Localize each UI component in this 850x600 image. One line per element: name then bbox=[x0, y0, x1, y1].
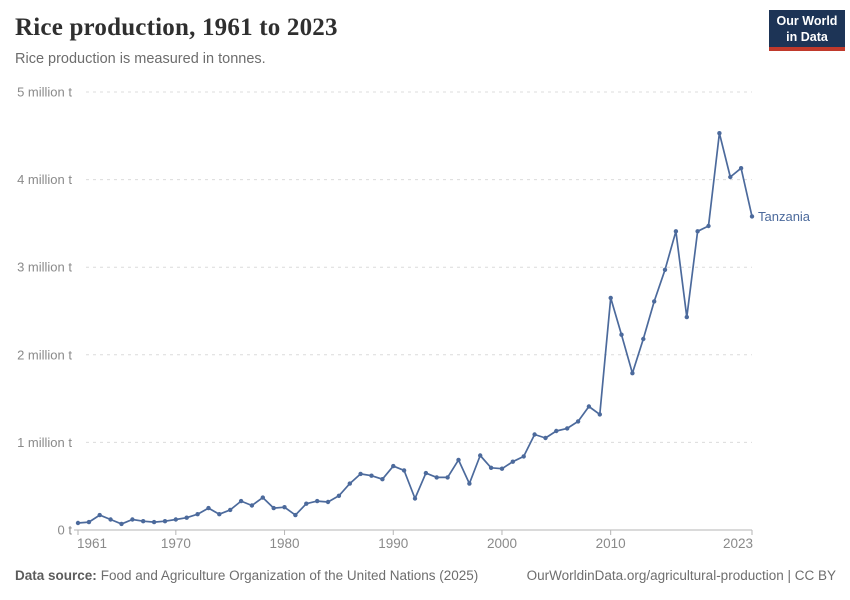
data-point bbox=[151, 519, 157, 525]
data-point bbox=[652, 299, 657, 304]
series-end-label-tanzania: Tanzania bbox=[758, 209, 811, 224]
data-point bbox=[728, 174, 733, 180]
data-point bbox=[575, 419, 581, 424]
data-point bbox=[532, 432, 537, 437]
x-tick-label: 2000 bbox=[487, 536, 517, 551]
data-point bbox=[706, 223, 711, 229]
data-point bbox=[206, 505, 211, 511]
data-point bbox=[336, 493, 342, 498]
data-point bbox=[97, 512, 102, 518]
x-tick-label: 1990 bbox=[378, 536, 408, 551]
series-line-tanzania bbox=[77, 132, 753, 525]
data-point bbox=[238, 498, 244, 504]
data-point bbox=[380, 477, 385, 482]
data-point bbox=[347, 481, 352, 486]
data-point bbox=[695, 229, 700, 234]
data-point bbox=[293, 512, 298, 518]
data-point bbox=[478, 453, 483, 458]
data-point bbox=[412, 496, 418, 501]
y-tick-label: 0 t bbox=[58, 523, 73, 538]
data-point bbox=[456, 457, 461, 463]
data-point bbox=[662, 267, 668, 272]
data-point bbox=[608, 295, 613, 301]
data-point bbox=[184, 515, 189, 520]
data-point bbox=[260, 495, 265, 500]
data-point bbox=[673, 229, 679, 234]
data-point bbox=[315, 498, 320, 504]
data-point bbox=[401, 468, 407, 473]
data-point bbox=[358, 471, 363, 477]
data-point bbox=[684, 314, 689, 320]
x-tick-label: 1970 bbox=[161, 536, 191, 551]
data-point bbox=[630, 371, 635, 376]
data-point bbox=[282, 505, 287, 510]
data-point bbox=[467, 481, 472, 486]
data-point bbox=[195, 512, 200, 517]
chart-subtitle: Rice production is measured in tonnes. bbox=[15, 51, 266, 67]
data-point bbox=[228, 507, 233, 513]
x-tick-label: 1980 bbox=[270, 536, 300, 551]
data-point bbox=[499, 466, 505, 471]
data-point bbox=[738, 166, 744, 171]
y-tick-label: 4 million t bbox=[17, 172, 72, 187]
data-point bbox=[717, 131, 722, 136]
data-point bbox=[249, 503, 255, 508]
chart-footer: Data source: Food and Agriculture Organiz… bbox=[15, 568, 836, 583]
data-point bbox=[554, 428, 559, 434]
x-tick-label: 1961 bbox=[77, 536, 107, 551]
chart-header: Rice production, 1961 to 2023 Rice produ… bbox=[15, 14, 338, 67]
data-point bbox=[565, 426, 570, 431]
data-point bbox=[423, 470, 429, 476]
owid-logo-line2: in Data bbox=[786, 30, 828, 44]
data-point bbox=[141, 519, 146, 524]
data-point bbox=[749, 214, 755, 219]
data-point bbox=[597, 412, 602, 417]
data-point bbox=[173, 517, 178, 522]
y-tick-label: 1 million t bbox=[17, 435, 72, 450]
data-point bbox=[162, 519, 168, 524]
data-point bbox=[521, 454, 526, 459]
data-point bbox=[488, 465, 494, 470]
data-point bbox=[304, 501, 309, 506]
citation-link[interactable]: OurWorldinData.org/agricultural-producti… bbox=[526, 568, 836, 583]
data-source: Data source: Food and Agriculture Organiz… bbox=[15, 568, 478, 583]
data-point bbox=[445, 475, 450, 480]
chart-title: Rice production, 1961 to 2023 bbox=[15, 14, 338, 41]
data-point bbox=[543, 435, 548, 441]
data-point bbox=[271, 505, 276, 511]
data-point bbox=[130, 517, 135, 522]
data-source-label: Data source: bbox=[15, 568, 97, 583]
y-tick-label: 2 million t bbox=[17, 347, 72, 362]
data-point bbox=[510, 459, 515, 464]
data-point bbox=[108, 517, 113, 522]
data-point bbox=[75, 520, 81, 526]
data-point bbox=[586, 404, 592, 409]
data-point bbox=[641, 336, 646, 342]
y-tick-label: 5 million t bbox=[17, 85, 72, 100]
data-point bbox=[325, 499, 331, 505]
data-point bbox=[619, 332, 624, 337]
data-source-text: Food and Agriculture Organization of the… bbox=[100, 568, 479, 583]
x-tick-label: 2010 bbox=[596, 536, 626, 551]
x-tick-label: 2023 bbox=[723, 536, 753, 551]
owid-logo-line1: Our World bbox=[776, 14, 838, 28]
data-point bbox=[119, 521, 124, 527]
data-point bbox=[369, 473, 374, 478]
y-tick-label: 3 million t bbox=[17, 260, 72, 275]
data-point bbox=[391, 463, 396, 469]
data-point bbox=[434, 475, 439, 480]
data-point bbox=[86, 519, 92, 525]
data-point bbox=[217, 512, 222, 517]
owid-logo[interactable]: Our World in Data bbox=[769, 10, 845, 51]
